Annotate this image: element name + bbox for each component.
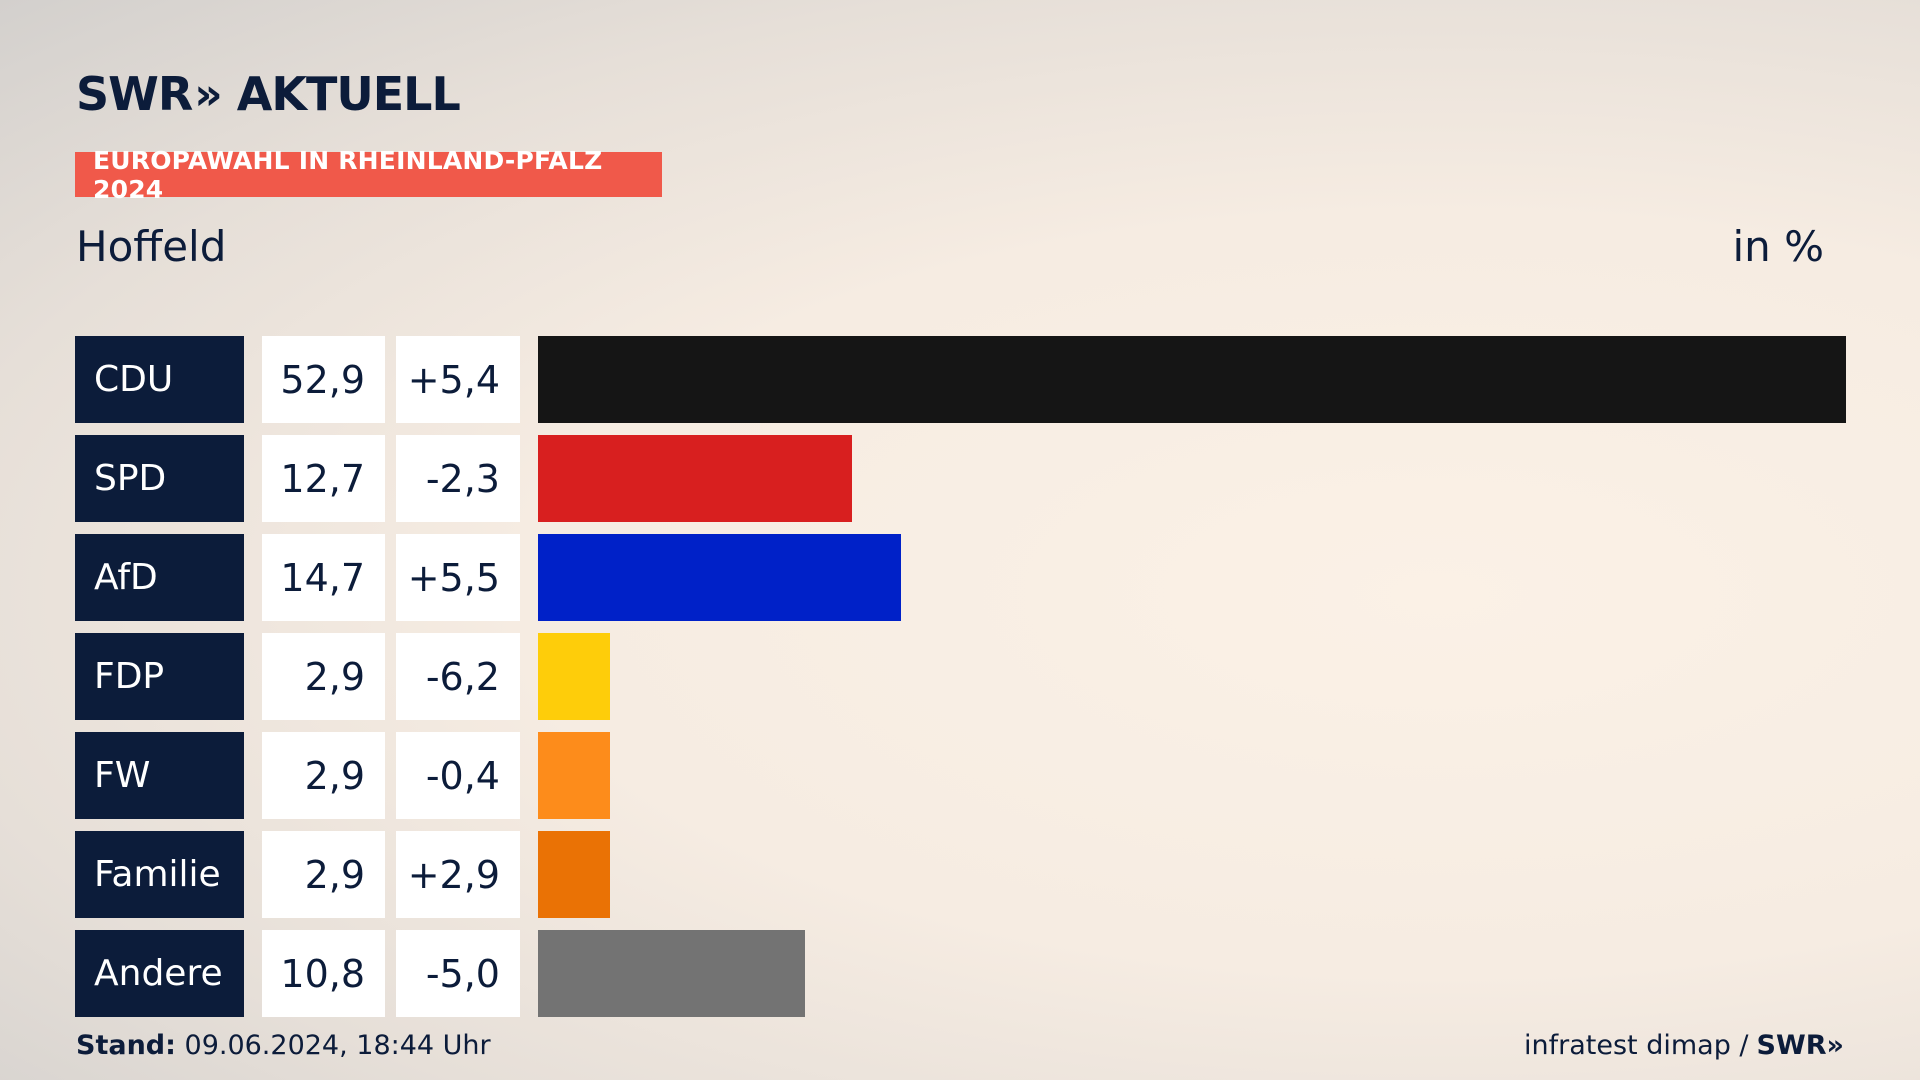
place-title: Hoffeld — [76, 222, 227, 271]
value-label: 2,9 — [262, 831, 385, 918]
chart-row: Andere 10,8 -5,0 — [75, 930, 1846, 1017]
party-label: CDU — [75, 336, 244, 423]
logo-swr: SWR — [76, 67, 193, 121]
bar — [538, 534, 901, 621]
chart-row: FW 2,9 -0,4 — [75, 732, 1846, 819]
chart-row: AfD 14,7 +5,5 — [75, 534, 1846, 621]
party-label: AfD — [75, 534, 244, 621]
bar — [538, 831, 610, 918]
value-label: 10,8 — [262, 930, 385, 1017]
chart-row: Familie 2,9 +2,9 — [75, 831, 1846, 918]
logo-chevron-icon: » — [194, 68, 223, 120]
logo-aktuell: AKTUELL — [236, 67, 461, 121]
stand-value: 09.06.2024, 18:44 Uhr — [184, 1030, 491, 1061]
swr-aktuell-logo: SWR » AKTUELL — [76, 66, 461, 122]
diff-label: +5,5 — [396, 534, 520, 621]
diff-label: -6,2 — [396, 633, 520, 720]
value-label: 2,9 — [262, 732, 385, 819]
party-label: FDP — [75, 633, 244, 720]
party-label: SPD — [75, 435, 244, 522]
diff-label: -0,4 — [396, 732, 520, 819]
election-badge: EUROPAWAHL IN RHEINLAND-PFALZ 2024 — [75, 146, 662, 204]
timestamp: Stand: 09.06.2024, 18:44 Uhr — [76, 1030, 491, 1061]
bar — [538, 732, 610, 819]
chart-row: CDU 52,9 +5,4 — [75, 336, 1846, 423]
bar — [538, 435, 852, 522]
value-label: 2,9 — [262, 633, 385, 720]
diff-label: -2,3 — [396, 435, 520, 522]
source-text: infratest dimap / — [1524, 1030, 1749, 1061]
value-label: 12,7 — [262, 435, 385, 522]
bar — [538, 336, 1846, 423]
chart-row: FDP 2,9 -6,2 — [75, 633, 1846, 720]
diff-label: +5,4 — [396, 336, 520, 423]
party-label: Andere — [75, 930, 244, 1017]
stand-label: Stand: — [76, 1030, 176, 1061]
bar — [538, 633, 610, 720]
unit-label: in % — [1732, 222, 1824, 271]
chart-row: SPD 12,7 -2,3 — [75, 435, 1846, 522]
party-label: FW — [75, 732, 244, 819]
bar — [538, 930, 805, 1017]
value-label: 14,7 — [262, 534, 385, 621]
source-brand: SWR» — [1756, 1030, 1844, 1061]
party-label: Familie — [75, 831, 244, 918]
source-credit: infratest dimap / SWR» — [1524, 1030, 1844, 1061]
diff-label: -5,0 — [396, 930, 520, 1017]
diff-label: +2,9 — [396, 831, 520, 918]
value-label: 52,9 — [262, 336, 385, 423]
